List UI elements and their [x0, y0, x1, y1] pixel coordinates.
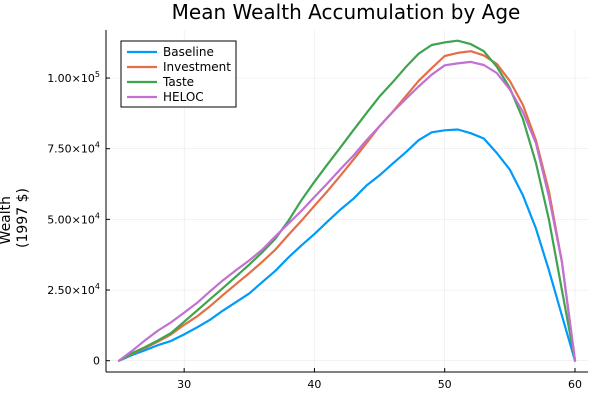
y-tick-label: 0 [93, 355, 100, 368]
y-tick-label: 7.50×104 [47, 141, 100, 156]
legend-label-taste: Taste [162, 75, 194, 89]
x-tick-label: 40 [307, 378, 321, 391]
legend-label-heloc: HELOC [163, 90, 204, 104]
y-axis-label: Wealth (1997 $) [0, 188, 31, 248]
series-line-heloc [117, 60, 577, 362]
y-tick-label: 2.50×104 [47, 282, 100, 297]
series-layer [117, 39, 577, 362]
chart-title: Mean Wealth Accumulation by Age [172, 0, 521, 24]
series-line-baseline [117, 128, 577, 362]
y-axis-label-line-1: Wealth [0, 196, 14, 244]
x-tick-label: 60 [568, 378, 582, 391]
y-axis-label-line-2: (1997 $) [15, 188, 31, 248]
x-tick-label: 50 [438, 378, 452, 391]
legend-label-baseline: Baseline [163, 45, 214, 59]
y-tick-label: 1.00×105 [47, 70, 100, 85]
series-line-investment [117, 50, 577, 362]
x-tick-label: 30 [177, 378, 191, 391]
y-tick-label: 5.00×104 [47, 211, 100, 226]
series-line-taste [117, 39, 577, 362]
axes-layer: 30 40 50 60 0 2.50×104 5.00×104 7.50×104 1.00×10… [47, 30, 588, 391]
legend-label-investment: Investment [163, 60, 231, 74]
